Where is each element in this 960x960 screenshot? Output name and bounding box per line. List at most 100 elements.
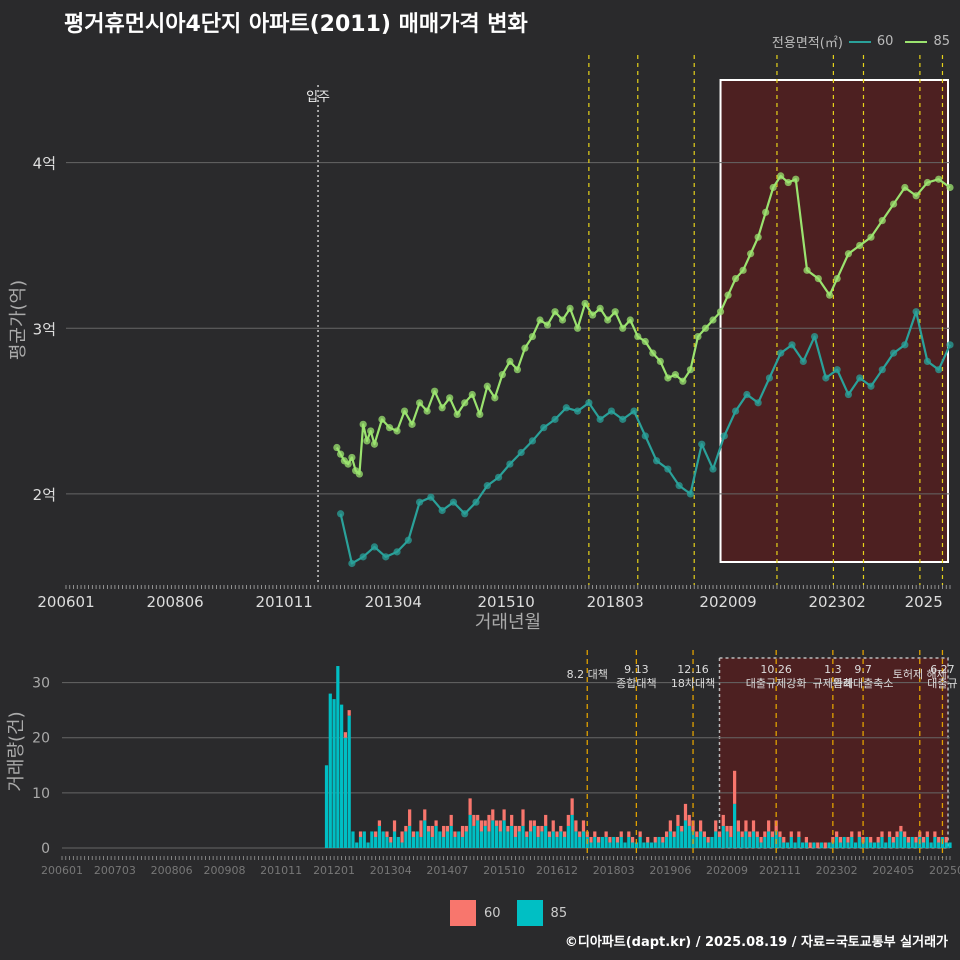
volume-bar-85 xyxy=(819,842,824,848)
volume-bar-60 xyxy=(736,820,740,832)
volume-bar-85 xyxy=(721,825,725,848)
volume-bar-60 xyxy=(347,710,351,716)
data-point-85 xyxy=(814,274,822,283)
volume-y-tick-label: 20 xyxy=(32,731,50,747)
volume-bar-60 xyxy=(449,814,453,826)
volume-bar-60 xyxy=(408,809,412,826)
data-point-85 xyxy=(521,344,529,352)
data-point-85 xyxy=(596,304,604,313)
policy-label: 특례대출축소 xyxy=(833,677,894,690)
volume-bar-85 xyxy=(370,831,374,848)
volume-bar-85 xyxy=(419,836,423,848)
volume-x-tick-label: 200601 xyxy=(41,864,83,877)
volume-bar-60 xyxy=(578,831,582,837)
data-point-85 xyxy=(619,324,627,332)
data-point-85 xyxy=(792,175,800,183)
y-tick-label: 2억 xyxy=(33,486,56,504)
data-point-85 xyxy=(543,321,552,329)
data-point-60 xyxy=(675,482,683,490)
volume-bar-85 xyxy=(835,836,839,848)
data-point-85 xyxy=(641,337,649,346)
volume-bar-85 xyxy=(328,693,332,848)
volume-bar-60 xyxy=(442,825,446,837)
policy-label: 8.2 대책 xyxy=(567,668,608,681)
volume-bar-85 xyxy=(755,836,759,848)
volume-bar-60 xyxy=(445,825,450,832)
volume-bar-85 xyxy=(876,842,880,848)
volume-bar-85 xyxy=(933,836,937,848)
x-axis-label: 거래년월 xyxy=(475,612,541,633)
volume-bar-60 xyxy=(464,825,468,832)
volume-bar-85 xyxy=(903,836,907,848)
volume-x-tick-label: 200703 xyxy=(94,864,136,877)
volume-bar-60 xyxy=(789,831,793,837)
data-point-85 xyxy=(367,427,375,435)
volume-bar-85 xyxy=(687,825,691,848)
data-point-60 xyxy=(585,399,593,407)
volume-bar-60 xyxy=(702,831,706,837)
data-point-85 xyxy=(731,274,740,283)
volume-bar-85 xyxy=(570,814,574,848)
volume-bar-85 xyxy=(525,836,529,848)
volume-bar-60 xyxy=(596,836,601,843)
data-point-85 xyxy=(408,420,416,428)
volume-y-axis-label: 거래량(건) xyxy=(6,711,27,791)
data-point-60 xyxy=(912,308,920,316)
volume-x-tick-label: 200908 xyxy=(203,864,245,877)
volume-bar-60 xyxy=(698,820,703,832)
volume-bar-85 xyxy=(487,831,491,848)
data-point-85 xyxy=(337,450,345,458)
policy-label: 6.27 xyxy=(930,663,955,676)
volume-bar-60 xyxy=(521,809,525,826)
volume-x-tick-label: 201304 xyxy=(370,864,412,877)
volume-bar-85 xyxy=(630,842,635,848)
legend-swatch-60 xyxy=(848,40,871,43)
data-point-85 xyxy=(844,250,853,258)
volume-x-tick-label: 201803 xyxy=(593,864,635,877)
volume-bar-85 xyxy=(581,831,586,848)
volume-bar-60 xyxy=(479,820,484,832)
volume-bar-60 xyxy=(797,831,801,837)
volume-bar-85 xyxy=(729,836,733,848)
volume-bar-85 xyxy=(532,825,536,848)
y-axis-label: 평균가(억) xyxy=(8,280,29,360)
volume-bar-85 xyxy=(544,825,548,848)
volume-bar-85 xyxy=(861,842,865,848)
volume-bar-85 xyxy=(468,814,472,848)
volume-bar-85 xyxy=(899,831,903,848)
policy-label: 토허제 해제 xyxy=(893,667,947,681)
volume-bar-85 xyxy=(415,831,419,848)
volume-highlight-box xyxy=(718,657,949,849)
data-point-60 xyxy=(686,490,695,498)
data-point-60 xyxy=(461,510,469,518)
volume-bar-85 xyxy=(812,842,816,848)
volume-bar-60 xyxy=(744,820,748,832)
volume-y-tick-label: 0 xyxy=(41,841,50,857)
volume-bar-85 xyxy=(615,842,620,848)
volume-bar-60 xyxy=(389,836,393,843)
data-point-85 xyxy=(649,349,657,357)
data-point-85 xyxy=(498,371,506,379)
data-point-85 xyxy=(679,377,687,385)
volume-bar-85 xyxy=(751,831,756,848)
data-point-60 xyxy=(370,543,379,551)
data-point-60 xyxy=(844,390,853,399)
volume-bar-85 xyxy=(906,842,911,848)
volume-bar-85 xyxy=(343,737,348,848)
volume-bar-60 xyxy=(740,831,744,837)
volume-bar-85 xyxy=(351,831,355,848)
volume-bar-85 xyxy=(408,825,412,848)
volume-bar-85 xyxy=(717,836,722,848)
volume-bar-60 xyxy=(850,831,854,837)
legend-swatch-85 xyxy=(905,40,928,43)
volume-bar-85 xyxy=(457,831,461,848)
volume-bar-60 xyxy=(725,825,729,832)
volume-bar-85 xyxy=(438,831,442,848)
volume-bar-60 xyxy=(895,831,899,837)
volume-bar-85 xyxy=(551,831,555,848)
volume-bar-85 xyxy=(460,836,465,848)
volume-bar-85 xyxy=(434,825,438,848)
volume-bar-85 xyxy=(865,836,869,848)
volume-bar-85 xyxy=(513,836,518,848)
volume-bar-60 xyxy=(483,820,487,826)
